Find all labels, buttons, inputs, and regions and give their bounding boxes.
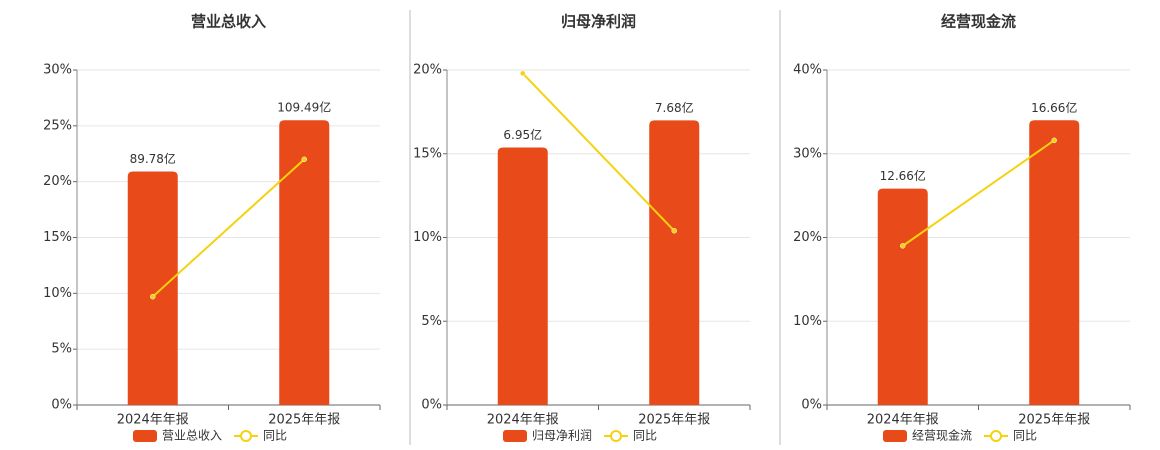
legend-label: 营业总收入 — [162, 429, 222, 443]
x-tick-label: 2025年年报 — [638, 413, 710, 428]
y-tick-label: 25% — [43, 118, 72, 133]
legend-label: 归母净利润 — [532, 429, 592, 443]
bar — [279, 120, 330, 405]
bar — [877, 188, 928, 405]
point — [900, 243, 906, 249]
chart-title: 归母净利润 — [561, 13, 636, 31]
value-label: 16.66亿 — [1031, 100, 1077, 115]
y-tick-label: 15% — [413, 146, 442, 161]
x-tick-label: 2024年年报 — [487, 413, 559, 428]
y-tick-label: 30% — [43, 63, 72, 78]
bar — [649, 120, 700, 406]
legend-label: 同比 — [1013, 429, 1037, 443]
value-label: 109.49亿 — [277, 100, 331, 115]
legend-label: 同比 — [633, 429, 657, 443]
line — [522, 72, 675, 232]
y-tick-label: 20% — [413, 63, 442, 78]
x-tick-label: 2025年年报 — [1018, 413, 1090, 428]
value-label: 7.68亿 — [655, 100, 694, 115]
legend-label: 经营现金流 — [912, 428, 972, 443]
x-tick-label: 2024年年报 — [867, 413, 939, 428]
y-tick-label: 0% — [801, 398, 822, 413]
point — [150, 293, 156, 300]
point — [1051, 137, 1057, 144]
y-tick-label: 10% — [413, 230, 442, 245]
y-tick-label: 10% — [793, 314, 822, 329]
y-tick-label: 0% — [51, 398, 72, 413]
line — [152, 158, 305, 298]
chart-title: 营业总收入 — [191, 13, 266, 31]
legend-swatch — [883, 430, 907, 442]
y-tick-label: 40% — [793, 63, 822, 78]
legend-label: 同比 — [263, 429, 287, 443]
point — [671, 228, 677, 234]
y-tick-label: 15% — [43, 230, 72, 245]
legend-swatch — [610, 430, 623, 442]
y-tick-label: 30% — [793, 146, 822, 161]
x-tick-label: 2025年年报 — [268, 413, 340, 428]
legend-swatch — [133, 430, 157, 442]
point — [301, 156, 307, 163]
legend-swatch — [990, 430, 1003, 442]
y-tick-label: 20% — [793, 230, 822, 245]
chart-title: 经营现金流 — [941, 13, 1016, 31]
value-label: 89.78亿 — [130, 151, 176, 166]
bar — [497, 147, 548, 405]
value-label: 6.95亿 — [503, 127, 542, 142]
y-tick-label: 5% — [421, 314, 442, 329]
x-tick-label: 2024年年报 — [117, 413, 189, 428]
legend-swatch — [240, 430, 253, 442]
y-tick-label: 10% — [43, 286, 72, 301]
y-tick-label: 20% — [43, 174, 72, 189]
bar — [127, 171, 178, 405]
y-tick-label: 5% — [51, 342, 72, 357]
bar — [1029, 120, 1080, 405]
y-tick-label: 0% — [421, 398, 442, 413]
value-label: 12.66亿 — [880, 168, 926, 183]
point — [520, 70, 526, 77]
legend-swatch — [503, 430, 527, 442]
line — [902, 139, 1055, 247]
